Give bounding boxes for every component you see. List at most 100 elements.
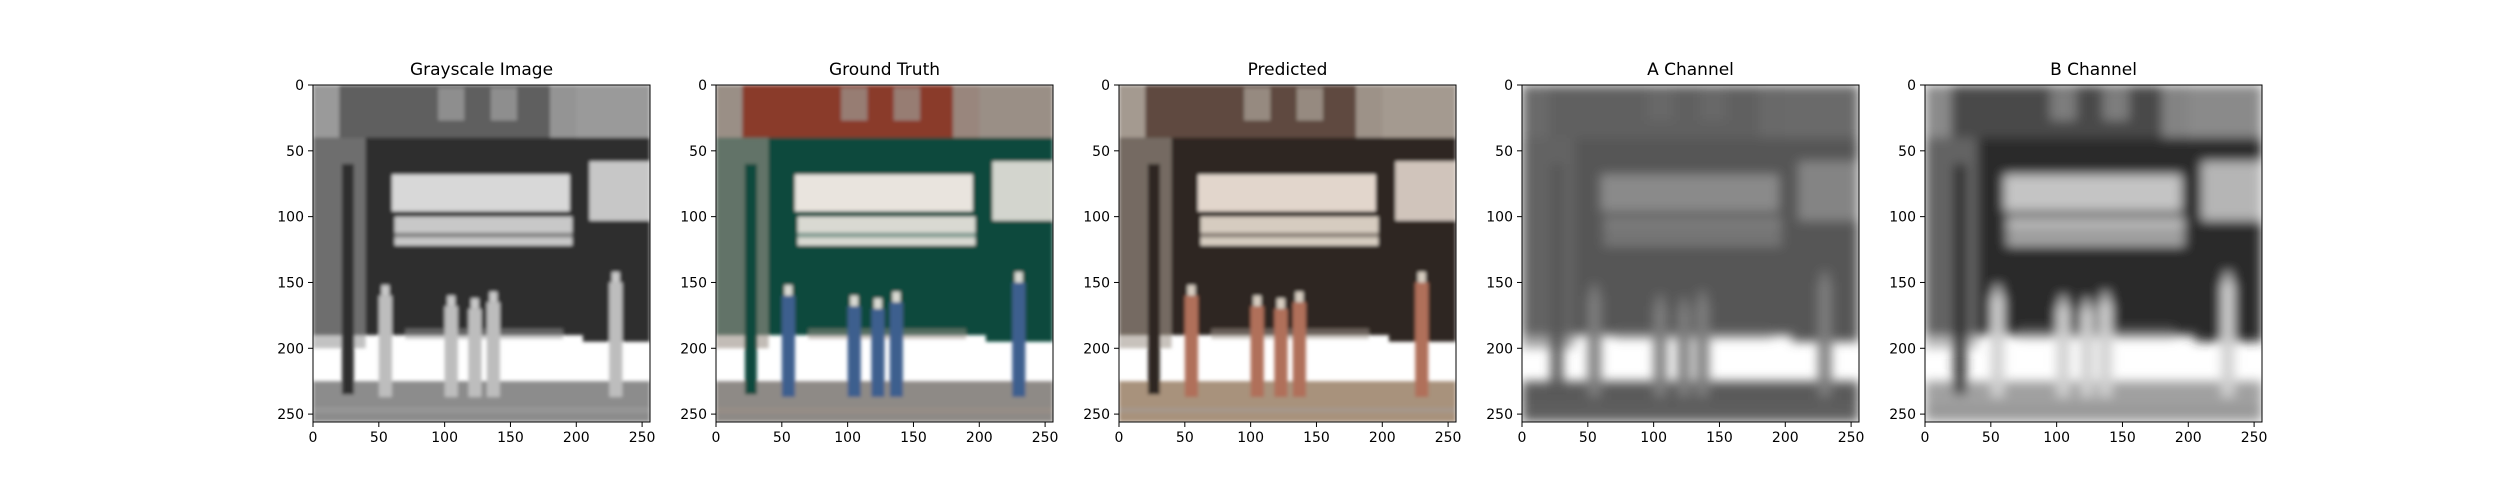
pedestrian-head (489, 291, 498, 303)
curb (716, 407, 1053, 413)
x-tick-label: 250 (1032, 430, 1059, 446)
window-glare (1614, 328, 1773, 340)
left-column (1522, 137, 1575, 349)
y-tick-label: 150 (1083, 275, 1110, 291)
pedestrian-head (873, 298, 882, 309)
pedestrian-head (1590, 285, 1599, 296)
awning-stripe (1603, 232, 1782, 238)
pedestrian-head (1656, 295, 1665, 307)
pedestrian (781, 295, 795, 397)
pedestrian (889, 302, 903, 397)
shop-window (797, 256, 976, 329)
tree-canopy (952, 85, 1053, 138)
pedestrian (378, 295, 392, 397)
y-tick-label: 0 (295, 78, 304, 94)
pedestrian-head (892, 291, 901, 303)
panels: Grayscale Image 0 50 100 150 200 250 0 50 100 150 2… (277, 60, 2267, 446)
window-right (1699, 87, 1727, 121)
pedestrian-head (1295, 291, 1304, 303)
window-glare (405, 328, 564, 340)
y-tick-label: 0 (1504, 78, 1513, 94)
tree-trunk (1953, 163, 1966, 395)
window-glare (808, 328, 967, 340)
awning (797, 216, 976, 246)
tree-trunk (1550, 163, 1563, 395)
street-photo-image (1522, 85, 1859, 422)
tree-canopy (2161, 85, 2262, 138)
y-tick-label: 50 (286, 144, 304, 160)
awning-stripe (2006, 232, 2185, 238)
awning (1200, 216, 1379, 246)
x-tick-label: 150 (1706, 430, 1733, 446)
curb (313, 407, 650, 413)
pedestrian (1653, 306, 1667, 397)
y-tick-label: 250 (1486, 407, 1513, 423)
pedestrian (2056, 306, 2070, 397)
x-tick-label: 50 (773, 430, 791, 446)
panel-4: B Channel 0 50 100 150 200 250 0 50 100 150 200 250 (1889, 60, 2267, 446)
shop-window (394, 256, 573, 329)
awning (1603, 216, 1782, 246)
pedestrian (468, 308, 482, 397)
pedestrian (1012, 282, 1026, 397)
pedestrian (1587, 295, 1601, 397)
right-sign (2201, 161, 2262, 221)
store-sign (391, 174, 570, 212)
panel-3: A Channel 0 50 100 150 200 250 0 50 100 150 200 250 (1486, 60, 1864, 446)
x-tick-label: 150 (900, 430, 927, 446)
window-glare (1211, 328, 1370, 340)
pedestrian (1184, 295, 1198, 397)
y-tick-label: 0 (1101, 78, 1110, 94)
y-tick-label: 250 (680, 407, 707, 423)
pedestrian (609, 282, 623, 397)
x-tick-label: 50 (1982, 430, 2000, 446)
window-left (1244, 87, 1271, 121)
shop-window (1603, 256, 1782, 329)
x-tick-label: 50 (1176, 430, 1194, 446)
pedestrian-head (2101, 291, 2110, 303)
y-tick-label: 200 (277, 341, 304, 357)
y-tick-label: 250 (1889, 407, 1916, 423)
pedestrian-head (850, 295, 859, 307)
pedestrian (486, 302, 500, 397)
pedestrian-head (784, 285, 793, 296)
store-sign (1600, 174, 1779, 212)
y-tick-label: 250 (277, 407, 304, 423)
x-tick-label: 0 (1921, 430, 1930, 446)
tree-trunk (1147, 163, 1160, 395)
window-right (490, 87, 518, 121)
pedestrian-head (1253, 295, 1262, 307)
panel-2: Predicted 0 50 100 150 200 250 0 50 100 150 200 250 (1083, 60, 1461, 446)
x-tick-label: 100 (431, 430, 458, 446)
pedestrian-head (2082, 298, 2091, 309)
window-left (1647, 87, 1674, 121)
x-tick-label: 150 (497, 430, 524, 446)
right-sign (1798, 161, 1859, 221)
x-tick-label: 200 (966, 430, 993, 446)
pedestrian (444, 306, 458, 397)
panel-title: Predicted (1248, 60, 1328, 80)
x-tick-label: 50 (1579, 430, 1597, 446)
x-tick-label: 100 (2043, 430, 2070, 446)
axes-frame (1118, 84, 1457, 423)
y-tick-label: 250 (1083, 407, 1110, 423)
pedestrian (2221, 282, 2235, 397)
y-tick-label: 50 (689, 144, 707, 160)
axes-frame (715, 84, 1054, 423)
panel-title: Ground Truth (829, 60, 940, 80)
pedestrian-head (1187, 285, 1196, 296)
right-sign (1395, 161, 1456, 221)
pedestrian-head (447, 295, 456, 307)
x-tick-label: 250 (1838, 430, 1865, 446)
x-tick-label: 50 (370, 430, 388, 446)
pedestrian-head (1417, 271, 1426, 283)
y-tick-label: 150 (1889, 275, 1916, 291)
y-tick-label: 200 (680, 341, 707, 357)
pedestrian (1677, 308, 1691, 397)
left-column (716, 137, 769, 349)
window-right (893, 87, 921, 121)
x-tick-label: 0 (1115, 430, 1124, 446)
pedestrian (1818, 282, 1832, 397)
street-photo-image (1119, 85, 1456, 422)
pedestrian-head (1993, 285, 2002, 296)
